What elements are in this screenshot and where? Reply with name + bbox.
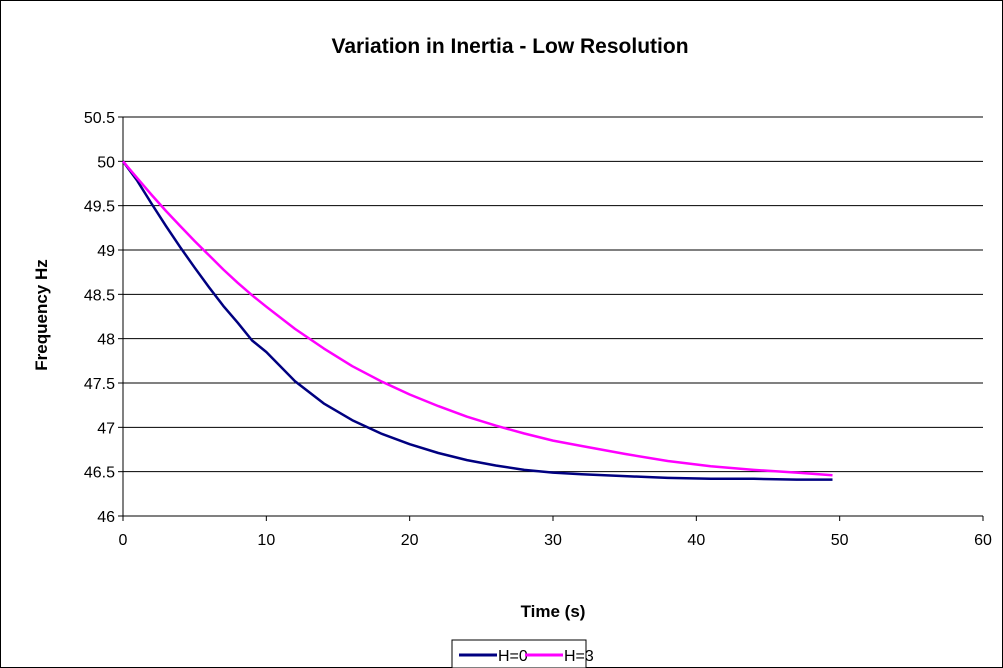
series-line-h0 [121,160,833,481]
x-axis-title: Time (s) [521,602,586,621]
y-tick-label: 50 [97,154,115,171]
y-tick-label: 47.5 [84,376,115,393]
y-tick-label: 48 [97,332,115,349]
y-tick-label: 48.5 [84,287,115,304]
series-line-h3 [122,160,833,477]
y-tick-label: 46.5 [84,465,115,482]
y-axis-title: Frequency Hz [32,259,51,370]
legend-label-h3: H=3 [564,648,594,665]
tick-labels: 46 46.5 47 47.5 48 48.5 49 49.5 50 50.5 0 10 20 30 40 5… [84,110,992,549]
y-tick-label: 47 [97,420,115,437]
y-tick-label: 49.5 [84,199,115,216]
y-tick-label: 49 [97,243,115,260]
x-tick-label: 30 [544,532,562,549]
x-tick-label: 50 [831,532,849,549]
x-tick-label: 40 [687,532,705,549]
gridlines [123,116,983,473]
x-tick-label: 20 [401,532,419,549]
chart-title: Variation in Inertia - Low Resolution [331,35,688,58]
x-tick-label: 0 [119,532,128,549]
y-tick-label: 46 [97,509,115,526]
legend-label-h0: H=0 [498,648,528,665]
y-tick-label: 50.5 [84,110,115,127]
legend: H=0 H=3 [451,639,594,668]
series-lines [121,160,833,481]
x-tick-label: 10 [257,532,275,549]
x-tick-label: 60 [974,532,992,549]
axes [118,116,984,521]
